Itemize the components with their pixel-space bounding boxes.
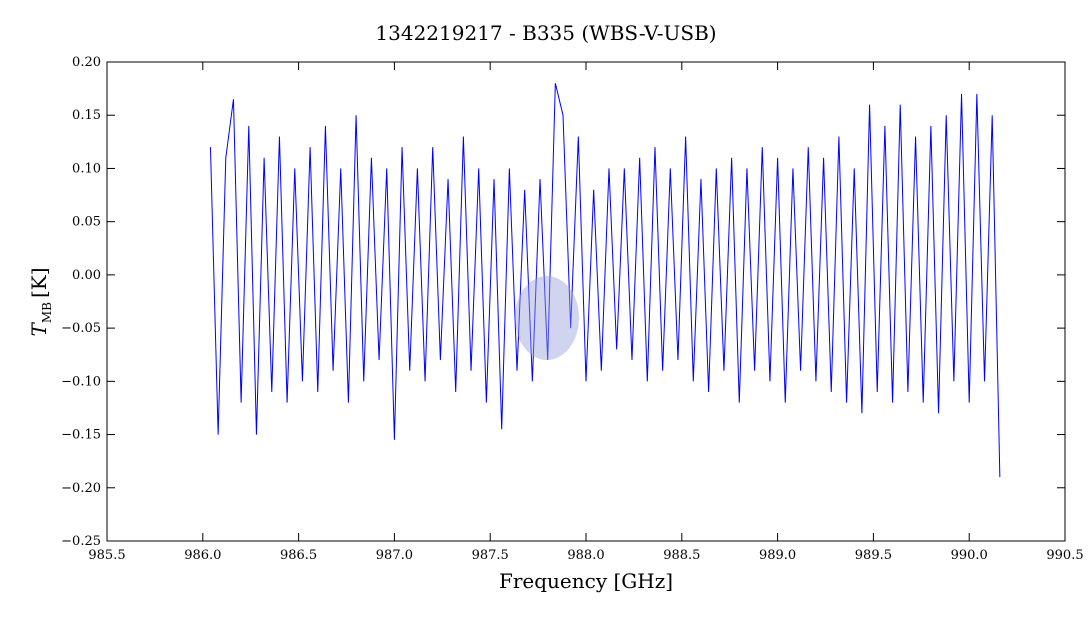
y-tick-label: −0.15 (61, 428, 101, 443)
x-tick-label: 988.5 (663, 548, 700, 563)
plot-frame (106, 61, 1066, 542)
y-label-unit: [K] (27, 268, 51, 299)
x-tick-label: 989.5 (855, 548, 892, 563)
y-tick-label: 0.05 (72, 215, 101, 230)
y-tick-label: 0.20 (72, 55, 101, 70)
y-tick-label: −0.10 (61, 374, 101, 389)
y-tick-label: −0.20 (61, 481, 101, 496)
x-tick-label: 987.5 (472, 548, 509, 563)
y-label-symbol: T (27, 322, 51, 337)
x-tick-label: 985.5 (88, 548, 125, 563)
y-axis-label: TMB [K] (27, 268, 54, 337)
x-tick-label: 989.0 (759, 548, 796, 563)
y-tick-label: 0.15 (72, 108, 101, 123)
y-axis-label-text: TMB [K] (27, 268, 54, 337)
chart-title: 1342219217 - B335 (WBS-V-USB) (375, 21, 716, 45)
spectrum-line (209, 83, 1001, 478)
x-tick-label: 990.5 (1046, 548, 1083, 563)
y-tick-label: 0.10 (72, 161, 101, 176)
y-tick-label: 0.00 (72, 268, 101, 283)
x-tick-label: 988.0 (567, 548, 604, 563)
x-axis-label: Frequency [GHz] (499, 569, 673, 593)
x-tick-label: 987.0 (376, 548, 413, 563)
x-tick-label: 986.5 (280, 548, 317, 563)
y-tick-label: −0.05 (61, 321, 101, 336)
y-label-subscript: MB (40, 302, 54, 323)
x-tick-label: 990.0 (951, 548, 988, 563)
watermark-blob (515, 276, 579, 360)
y-tick-label: −0.25 (61, 534, 101, 549)
x-tick-label: 986.0 (184, 548, 221, 563)
